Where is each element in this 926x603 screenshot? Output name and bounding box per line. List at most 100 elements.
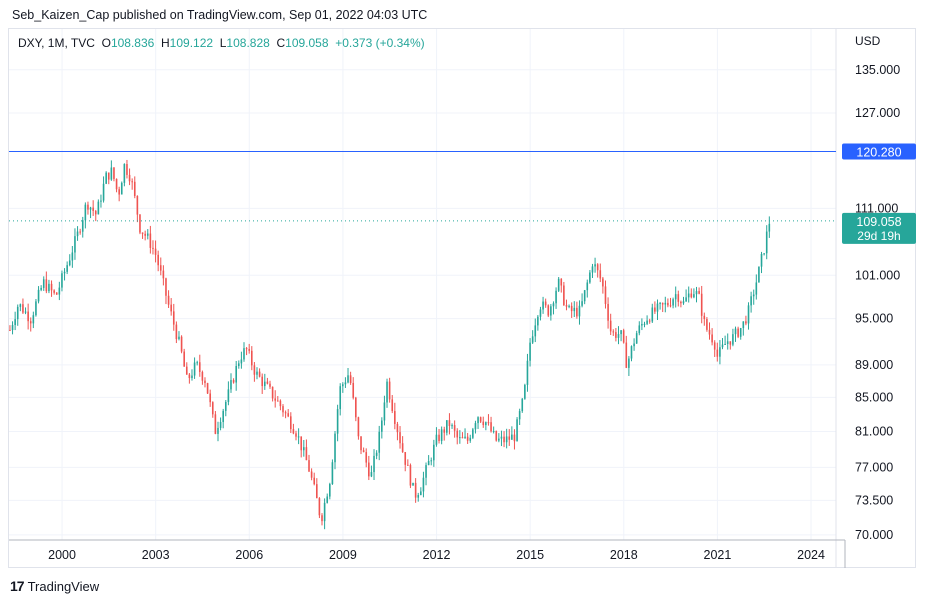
- candle: [154, 240, 157, 263]
- candle: [261, 373, 264, 394]
- candle: [165, 277, 167, 305]
- y-tick-label: 81.000: [855, 425, 893, 439]
- low-label: L: [219, 36, 227, 50]
- candle: [586, 279, 589, 298]
- candle: [695, 286, 698, 303]
- candle: [336, 404, 339, 442]
- y-tick-label: 135.000: [855, 63, 900, 77]
- candle: [321, 513, 323, 526]
- candle: [284, 410, 287, 419]
- candle: [407, 459, 409, 466]
- candle: [565, 299, 568, 311]
- candle: [256, 367, 258, 380]
- candle: [534, 318, 537, 343]
- candle: [232, 378, 235, 384]
- candle: [71, 246, 74, 268]
- candle: [755, 274, 758, 300]
- candle: [622, 328, 625, 344]
- candle: [607, 297, 609, 329]
- candle: [690, 288, 693, 299]
- candle: [357, 416, 360, 440]
- candle: [544, 298, 547, 308]
- candle: [131, 178, 133, 190]
- x-tick-label: 2000: [48, 548, 76, 562]
- footer-brand[interactable]: 17 TradingView: [10, 578, 99, 594]
- candle: [461, 432, 464, 439]
- candle: [196, 360, 198, 366]
- candle: [269, 380, 271, 389]
- candle: [303, 440, 305, 457]
- high-value: 109.122: [169, 36, 214, 50]
- candle: [170, 298, 172, 316]
- candle: [453, 420, 456, 438]
- candle: [542, 296, 544, 314]
- x-tick-label: 2024: [797, 548, 825, 562]
- candle: [633, 338, 635, 351]
- candle: [568, 304, 570, 309]
- candle: [443, 426, 446, 441]
- candle: [474, 420, 477, 434]
- candle: [35, 299, 37, 317]
- candle: [394, 402, 396, 430]
- candle: [706, 317, 708, 332]
- candle: [745, 315, 747, 326]
- candle: [107, 172, 110, 185]
- candle: [84, 202, 87, 229]
- candle: [459, 430, 461, 444]
- candle: [45, 271, 48, 294]
- candle: [113, 167, 115, 182]
- candle: [237, 360, 240, 369]
- bar-countdown-label: 29d 19h: [857, 229, 900, 243]
- candle: [162, 265, 165, 286]
- candle: [479, 416, 482, 424]
- candle: [243, 342, 245, 362]
- candle: [258, 368, 261, 378]
- candle: [386, 378, 388, 408]
- candle: [316, 478, 318, 499]
- candle: [133, 176, 136, 199]
- candle: [266, 377, 269, 385]
- candle: [648, 318, 651, 324]
- candle: [97, 199, 100, 215]
- currency-label: USD: [855, 34, 881, 48]
- candle: [581, 293, 583, 308]
- candle: [469, 434, 472, 443]
- candle: [24, 307, 27, 315]
- x-tick-label: 2015: [516, 548, 544, 562]
- y-tick-label: 85.000: [855, 390, 893, 404]
- candle: [349, 371, 352, 385]
- candle: [68, 254, 71, 267]
- candle: [378, 425, 381, 461]
- y-axis: 135.000 127.000 111.000 101.000 95.000 89.000…: [855, 63, 900, 542]
- candle: [537, 315, 539, 331]
- candle: [209, 389, 211, 407]
- candle: [198, 354, 201, 377]
- candle: [656, 299, 659, 320]
- ohlc-legend: DXY, 1M, TVC O108.836 H109.122 L108.828 …: [18, 36, 425, 50]
- candle: [643, 321, 646, 328]
- candle: [659, 301, 661, 310]
- candle: [16, 304, 19, 326]
- candle: [245, 347, 248, 356]
- candle: [146, 229, 149, 240]
- candle: [102, 176, 105, 203]
- symbol-label: DXY, 1M, TVC: [18, 36, 95, 50]
- y-tick-label: 77.000: [855, 460, 893, 474]
- candle: [602, 276, 604, 294]
- candle: [279, 399, 282, 411]
- candle: [505, 428, 508, 449]
- candle: [22, 298, 24, 314]
- candle: [547, 304, 550, 318]
- candle: [89, 206, 92, 219]
- candle: [700, 285, 703, 324]
- candle: [191, 369, 193, 381]
- candle: [326, 493, 329, 504]
- candle: [48, 279, 50, 294]
- candle: [123, 163, 126, 187]
- candle: [448, 413, 451, 435]
- high-label: H: [161, 36, 170, 50]
- candle: [446, 420, 448, 436]
- candle: [680, 300, 682, 308]
